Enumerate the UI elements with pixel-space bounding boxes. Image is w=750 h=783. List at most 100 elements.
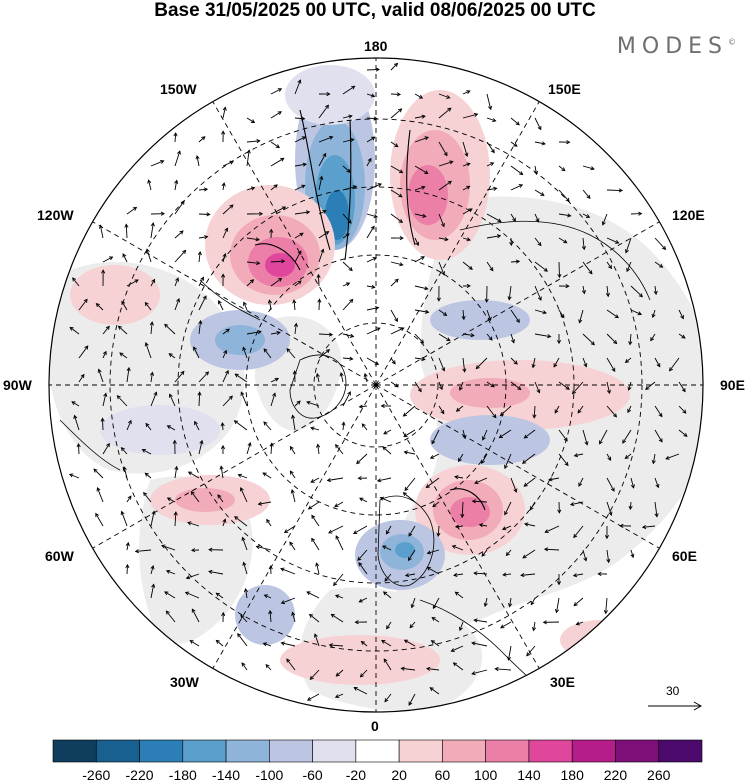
wind-arrow-head bbox=[326, 478, 332, 483]
wind-arrow bbox=[78, 443, 80, 455]
wind-arrow bbox=[241, 662, 248, 671]
wind-arrow-head bbox=[518, 184, 524, 188]
wind-arrow-head bbox=[396, 92, 402, 97]
wind-arrow-head bbox=[628, 341, 633, 346]
wind-arrow bbox=[430, 453, 440, 459]
wind-arrow bbox=[426, 668, 440, 671]
wind-arrow-head bbox=[492, 118, 497, 122]
wind-arrow bbox=[486, 261, 494, 271]
wind-arrow bbox=[438, 309, 447, 316]
wind-arrow bbox=[486, 213, 502, 223]
wind-arrow bbox=[534, 165, 537, 175]
wind-arrow-head bbox=[458, 386, 463, 391]
wind-arrow-head bbox=[164, 323, 169, 328]
wind-arrow bbox=[169, 394, 176, 407]
wind-arrow bbox=[414, 381, 422, 392]
wind-arrow-head bbox=[531, 363, 536, 369]
wind-arrow-head bbox=[173, 132, 178, 137]
colorbar-tick-label: -60 bbox=[302, 767, 323, 783]
wind-arrow bbox=[452, 545, 464, 551]
lon-label-30e: 30E bbox=[550, 674, 575, 690]
wind-arrow bbox=[166, 610, 176, 623]
wind-arrow-head bbox=[160, 211, 166, 216]
wind-arrow-head bbox=[529, 506, 534, 511]
wind-arrow bbox=[263, 642, 272, 647]
wind-arrow-head bbox=[624, 359, 630, 364]
wind-arrow-head bbox=[421, 114, 426, 119]
wind-arrow-head bbox=[513, 360, 518, 365]
wind-arrow-head bbox=[497, 218, 502, 223]
wind-arrow-head bbox=[258, 211, 264, 216]
wind-arrow bbox=[318, 231, 329, 239]
wind-arrow bbox=[484, 597, 488, 607]
wind-arrow bbox=[335, 444, 344, 455]
wind-arrow-head bbox=[134, 279, 139, 284]
wind-arrow bbox=[150, 511, 155, 527]
wind-arrow-head bbox=[190, 548, 196, 553]
wind-arrow-head bbox=[150, 222, 155, 227]
wind-arrow bbox=[570, 501, 584, 506]
colorbar-tick-label: -140 bbox=[212, 767, 241, 783]
wind-arrow-head bbox=[203, 187, 209, 192]
wind-arrow bbox=[222, 519, 226, 527]
wind-arrow-head bbox=[347, 391, 351, 396]
wind-arrow-head bbox=[255, 545, 260, 550]
wind-arrow bbox=[102, 351, 107, 359]
wind-arrow bbox=[71, 401, 80, 407]
wind-arrow bbox=[454, 476, 464, 479]
wind-arrow-head bbox=[399, 235, 404, 241]
wind-arrow-head bbox=[425, 484, 430, 489]
wind-arrow bbox=[143, 492, 152, 503]
wind-arrow bbox=[486, 235, 501, 239]
wind-arrow-head bbox=[291, 611, 296, 616]
wind-arrow-head bbox=[325, 349, 331, 354]
colorbar-swatch bbox=[615, 739, 660, 763]
wind-arrow-head bbox=[191, 608, 196, 613]
wind-arrow-head bbox=[618, 188, 624, 193]
wind-arrow-head bbox=[215, 592, 220, 597]
wind-arrow-head bbox=[160, 159, 165, 164]
wind-arrow-head bbox=[626, 267, 631, 273]
wind-arrow-head bbox=[500, 624, 505, 629]
wind-arrow-head bbox=[614, 314, 619, 319]
wind-arrow-head bbox=[249, 279, 255, 284]
wind-arrow-head bbox=[548, 477, 553, 482]
wind-arrow-head bbox=[370, 225, 375, 230]
wind-arrow bbox=[196, 155, 200, 167]
wind-arrow bbox=[198, 371, 209, 383]
wind-arrow-head bbox=[280, 600, 286, 605]
modes-logo: MODES© bbox=[617, 34, 736, 59]
wind-arrow-head bbox=[165, 610, 170, 615]
wind-arrow-head bbox=[292, 370, 297, 375]
wind-arrow-head bbox=[268, 565, 273, 570]
wind-arrow-head bbox=[204, 371, 210, 376]
wind-arrow bbox=[678, 309, 684, 319]
wind-arrow bbox=[453, 573, 464, 576]
wind-arrow bbox=[642, 525, 656, 528]
wind-arrow-head bbox=[466, 162, 471, 167]
wind-arrow bbox=[431, 640, 440, 647]
wind-arrow-head bbox=[501, 526, 507, 531]
wind-arrow-head bbox=[317, 298, 322, 303]
wind-arrow-head bbox=[624, 455, 629, 460]
wind-arrow bbox=[340, 372, 344, 383]
wind-arrow-head bbox=[461, 315, 466, 321]
wind-arrow-head bbox=[613, 340, 618, 345]
wind-arrow bbox=[383, 658, 392, 671]
wind-arrow-head bbox=[147, 179, 152, 184]
colorbar-swatch bbox=[182, 739, 227, 763]
wind-arrow-head bbox=[301, 184, 306, 189]
wind-arrow-head bbox=[382, 545, 387, 550]
wind-arrow-head bbox=[267, 299, 272, 304]
wind-arrow-head bbox=[489, 267, 494, 272]
wind-arrow bbox=[510, 141, 518, 147]
wind-arrow bbox=[526, 645, 536, 657]
wind-arrow bbox=[234, 420, 248, 431]
wind-arrow-head bbox=[184, 591, 190, 596]
wind-arrow-head bbox=[483, 602, 488, 608]
wind-arrow bbox=[191, 608, 200, 623]
wind-arrow bbox=[408, 693, 416, 706]
wind-arrow bbox=[361, 423, 368, 431]
colorbar-swatch bbox=[95, 739, 140, 763]
wind-arrow bbox=[383, 591, 392, 599]
